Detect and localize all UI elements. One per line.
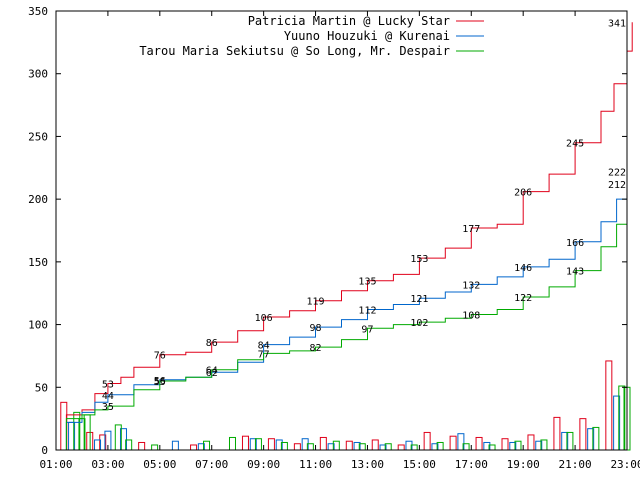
hour-bar	[397, 444, 405, 451]
x-axis: 01:00 03:00 05:00 07:00 09:00 11:00 13:00 15:00…	[39, 11, 640, 471]
y-tick-label: 300	[28, 68, 48, 81]
legend-label: Patricia Martin @ Lucky Star	[248, 14, 450, 28]
y-axis: 0 50 100 150 200 250 300 350	[28, 5, 627, 457]
data-label: 82	[310, 343, 322, 354]
labels-layer: 53 76 86 106 119 135 153 177 206 245 341 44 56 62 84 98…	[102, 18, 626, 413]
data-label: 44	[102, 391, 114, 402]
data-label: 206	[514, 188, 532, 199]
data-label: 119	[307, 297, 325, 308]
hour-bar	[449, 435, 457, 451]
x-tick-label: 11:00	[299, 458, 332, 471]
hour-bar	[527, 434, 535, 451]
bars-layer	[60, 360, 631, 451]
data-label: 166	[566, 238, 584, 249]
data-label: 86	[206, 338, 218, 349]
hour-bar	[579, 418, 587, 451]
data-label: 84	[258, 341, 270, 352]
hour-bar	[151, 444, 159, 451]
data-label: 132	[462, 280, 480, 291]
x-tick-label: 17:00	[455, 458, 488, 471]
x-tick-label: 03:00	[91, 458, 124, 471]
data-label: 53	[102, 380, 114, 391]
hour-bar	[293, 443, 301, 451]
hour-bar	[241, 435, 249, 451]
y-tick-label: 200	[28, 193, 48, 206]
hour-bar	[138, 441, 146, 451]
lines-layer	[56, 22, 633, 451]
data-label: 146	[514, 263, 532, 274]
data-label: 35	[102, 402, 114, 413]
y-tick-label: 350	[28, 5, 48, 18]
data-label: 222	[608, 168, 626, 179]
data-label: 56	[154, 376, 166, 387]
x-tick-label: 21:00	[559, 458, 592, 471]
x-tick-label: 07:00	[195, 458, 228, 471]
data-label: 108	[462, 311, 480, 322]
y-tick-label: 0	[41, 444, 48, 457]
x-tick-label: 05:00	[143, 458, 176, 471]
data-label: 212	[608, 180, 626, 191]
data-label: 98	[310, 323, 322, 334]
hour-bar	[553, 416, 561, 451]
plot-frame	[55, 10, 628, 451]
hour-bar	[475, 436, 483, 451]
data-label: 55	[154, 377, 166, 388]
hour-bar	[190, 444, 198, 451]
hour-bar	[319, 436, 327, 451]
hour-bar	[605, 360, 613, 451]
y-tick-label: 100	[28, 319, 48, 332]
y-tick-label: 250	[28, 130, 48, 143]
data-label: 106	[255, 313, 273, 324]
data-label: 64	[206, 366, 218, 377]
data-label: 245	[566, 139, 584, 150]
data-label: 76	[154, 351, 166, 362]
x-tick-label: 15:00	[403, 458, 436, 471]
hour-bar	[171, 440, 179, 451]
data-label: 112	[358, 306, 376, 317]
legend-label: Tarou Maria Sekiutsu @ So Long, Mr. Desp…	[139, 44, 450, 58]
x-tick-label: 13:00	[351, 458, 384, 471]
x-tick-label: 01:00	[39, 458, 72, 471]
hour-bar	[60, 401, 68, 451]
hour-bar	[371, 439, 379, 451]
data-label: 97	[361, 324, 373, 335]
data-label: 143	[566, 267, 584, 278]
hour-bar	[345, 440, 353, 451]
data-label: 62	[206, 368, 218, 379]
y-tick-label: 150	[28, 256, 48, 269]
series-line	[56, 184, 628, 451]
hour-bar	[501, 438, 509, 451]
data-label: 77	[258, 349, 270, 360]
data-label: 177	[462, 224, 480, 235]
data-label: 102	[410, 318, 428, 329]
x-tick-label: 09:00	[247, 458, 280, 471]
series-line	[56, 22, 633, 451]
series-line	[56, 171, 628, 451]
hour-bar	[423, 431, 431, 451]
data-label: 135	[358, 277, 376, 288]
data-label: 341	[608, 18, 626, 29]
data-label: 121	[410, 294, 428, 305]
hour-bar	[267, 438, 275, 451]
x-tick-label: 23:00	[610, 458, 640, 471]
y-tick-label: 50	[35, 381, 48, 394]
x-tick-label: 19:00	[507, 458, 540, 471]
legend-label: Yuuno Houzuki @ Kurenai	[284, 29, 450, 43]
data-label: 153	[410, 254, 428, 265]
data-label: 122	[514, 293, 532, 304]
hour-bar	[228, 436, 236, 451]
